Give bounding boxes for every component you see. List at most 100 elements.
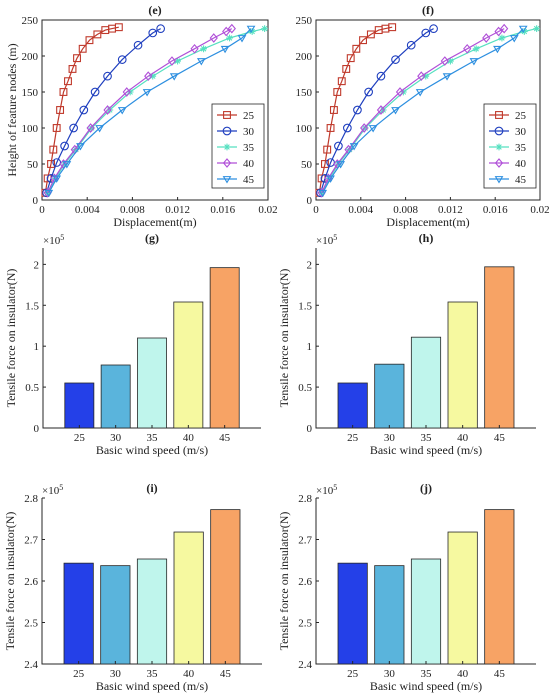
data-point: [498, 34, 506, 42]
data-point: [440, 56, 449, 66]
data-point: [333, 88, 342, 96]
data-point: [361, 124, 369, 132]
legend-marker: [495, 111, 503, 119]
bar-45: [209, 267, 240, 429]
series-40: [317, 23, 509, 198]
data-point: [326, 124, 335, 132]
x-tick-label: 45: [219, 432, 231, 444]
data-point: [103, 71, 112, 81]
bar-35: [410, 336, 442, 429]
x-tick-label: 40: [457, 668, 469, 680]
legend-label: 45: [515, 174, 527, 186]
data-point: [329, 106, 338, 114]
bar-30: [374, 565, 405, 665]
x-axis-label: Basic wind speed (m/s): [370, 679, 482, 693]
y-exponent-power: 5: [60, 233, 64, 242]
bar-25: [64, 382, 95, 429]
data-point: [321, 160, 329, 168]
data-point: [78, 44, 87, 53]
data-point: [349, 143, 359, 151]
bar-25: [337, 562, 368, 665]
x-tick-label: 0.004: [348, 204, 373, 216]
data-point: [421, 28, 431, 38]
y-tick-label: 1.5: [25, 300, 39, 312]
legend-label: 25: [243, 110, 255, 122]
series-25: [41, 23, 123, 197]
y-tick-label: 150: [22, 87, 39, 99]
y-exponent-power: 5: [333, 483, 337, 492]
y-tick-label: 2.7: [298, 535, 312, 547]
data-point: [500, 23, 509, 34]
legend-marker: [494, 176, 504, 184]
data-point: [359, 36, 367, 45]
panel-title: (g): [145, 231, 159, 245]
legend-label: 40: [243, 158, 255, 170]
bar-30: [100, 565, 131, 665]
y-tick-label: 2.6: [298, 576, 312, 588]
data-point: [318, 189, 328, 198]
y-tick-label: 200: [296, 51, 313, 63]
legend: 25 30 35 40 45: [483, 103, 537, 189]
data-point: [122, 87, 131, 97]
x-tick-label: 25: [73, 668, 85, 680]
x-tick-label: 35: [147, 432, 159, 444]
y-exponent-label: ×105: [316, 483, 337, 497]
data-point: [69, 123, 78, 133]
chart-panel-j: (j) 2.4 2.5 2.6 2.7 2.8 25 30 35 40 45 ×105 Basic wi…: [277, 481, 536, 693]
data-point: [114, 23, 123, 32]
data-point: [469, 58, 479, 66]
legend-label: 30: [243, 126, 255, 138]
data-point: [342, 65, 351, 73]
data-point: [76, 143, 85, 151]
series-line: [319, 28, 434, 193]
data-point: [337, 77, 346, 86]
data-point: [200, 45, 207, 53]
data-point: [106, 106, 114, 114]
x-tick-label: 0.012: [165, 204, 190, 216]
y-tick-label: 2.4: [298, 659, 312, 671]
y-tick-label: 0: [33, 195, 39, 207]
y-tick-label: 250: [22, 15, 39, 27]
data-point: [209, 33, 218, 43]
y-tick-label: 2.5: [24, 618, 38, 630]
y-axis-label: Tensile force on insulator(N): [3, 512, 17, 651]
data-point: [520, 28, 528, 35]
panel-title: (f): [422, 3, 434, 17]
data-point: [442, 73, 452, 81]
data-point: [248, 28, 256, 35]
data-point: [323, 145, 332, 154]
data-point: [144, 71, 153, 82]
data-point: [56, 106, 65, 114]
x-tick-label: 0.008: [393, 204, 418, 216]
bar-40: [173, 301, 204, 429]
data-point: [379, 106, 387, 114]
legend: 25 30 35 40 45: [211, 103, 265, 189]
legend-label: 30: [515, 126, 527, 138]
bar-25: [63, 562, 94, 665]
y-tick-label: 2.8: [298, 493, 312, 505]
data-point: [93, 30, 102, 39]
data-point: [533, 25, 541, 33]
bar-30: [374, 363, 405, 429]
legend-marker: [494, 158, 504, 168]
data-point: [88, 124, 96, 132]
x-axis-label: Basic wind speed (m/s): [96, 443, 208, 457]
y-tick-label: 50: [27, 159, 39, 171]
x-tick-label: 0.008: [120, 204, 145, 216]
series-45: [318, 25, 528, 198]
x-tick-label: 35: [421, 432, 433, 444]
data-point: [90, 87, 100, 97]
legend-label: 25: [515, 110, 527, 122]
data-point: [368, 125, 378, 133]
y-tick-label: 100: [22, 123, 39, 135]
x-tick-label: 0.016: [483, 204, 508, 216]
data-point: [52, 158, 62, 167]
data-point: [343, 123, 352, 133]
x-tick-label: 0.02: [530, 204, 549, 216]
data-point: [227, 23, 236, 34]
data-point: [391, 55, 400, 64]
legend-marker: [495, 143, 503, 151]
data-point: [494, 26, 503, 37]
data-point: [68, 65, 77, 73]
series-line: [45, 28, 161, 193]
